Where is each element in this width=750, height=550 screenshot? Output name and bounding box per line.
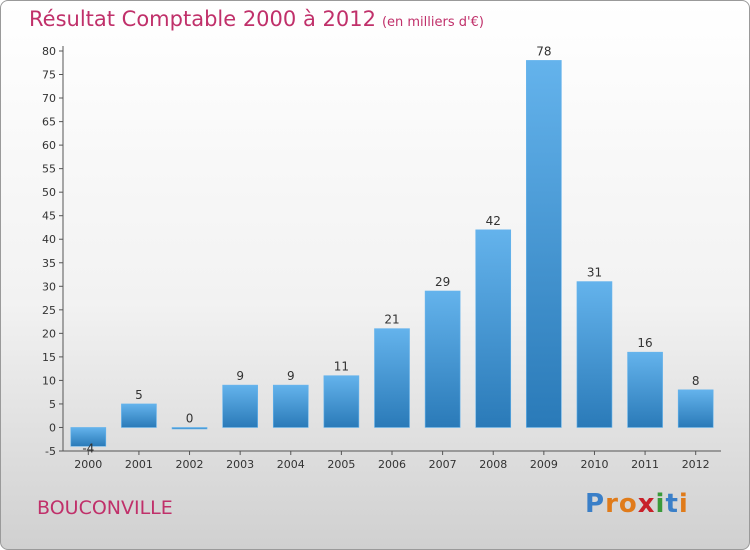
bar-2009 [526, 60, 562, 428]
value-label-2010: 31 [587, 266, 602, 280]
bars: -4 5 0 9 9 11 21 29 42 78 31 16 8 [70, 44, 714, 455]
y-tick-label: 50 [42, 186, 56, 199]
axes [59, 46, 721, 455]
bar-2003 [222, 384, 258, 428]
value-label-2008: 42 [486, 214, 501, 228]
x-tick-label-2009: 2009 [530, 458, 558, 471]
bar-2007 [424, 290, 461, 428]
x-tick-label-2012: 2012 [682, 458, 710, 471]
logo-letter: i [655, 489, 666, 519]
y-tick-label: 20 [42, 327, 56, 340]
y-tick-label: 75 [42, 69, 56, 82]
y-tick-label: 80 [42, 45, 56, 58]
value-label-2011: 16 [637, 336, 652, 350]
y-tick-label: -5 [45, 445, 56, 458]
x-tick-label-2001: 2001 [125, 458, 153, 471]
bar-2008 [475, 229, 512, 428]
y-tick-label: 5 [49, 398, 56, 411]
bar-2000 [70, 427, 107, 447]
logo-letter: o [618, 489, 638, 519]
value-label-2005: 11 [334, 360, 349, 374]
x-tick-label-2007: 2007 [429, 458, 457, 471]
value-label-2004: 9 [287, 369, 295, 383]
chart-title: Résultat Comptable 2000 à 2012 (en millie… [29, 7, 484, 31]
y-tick-label: 0 [49, 421, 56, 434]
bar-2001 [121, 403, 157, 428]
x-tick-label-2008: 2008 [479, 458, 507, 471]
value-label-2003: 9 [236, 369, 244, 383]
y-tick-label: 40 [42, 233, 56, 246]
bar-2002 [171, 427, 208, 430]
value-label-2006: 21 [384, 313, 399, 327]
y-tick-label: 55 [42, 163, 56, 176]
value-label-2002: 0 [186, 411, 194, 425]
bar-2011 [627, 351, 663, 428]
x-tick-label-2010: 2010 [580, 458, 608, 471]
bar-2005 [323, 375, 360, 428]
chart-title-unit: (en milliers d'€) [381, 15, 484, 30]
x-tick-label-2005: 2005 [327, 458, 355, 471]
y-tick-label: 45 [42, 210, 56, 223]
y-tick-label: 30 [42, 280, 56, 293]
logo-letter: r [605, 489, 619, 519]
chart-title-main: Résultat Comptable 2000 à 2012 [29, 7, 376, 31]
bar-2004 [272, 384, 309, 428]
x-tick-label-2011: 2011 [631, 458, 659, 471]
value-label-2001: 5 [135, 388, 143, 402]
x-tick-label-2006: 2006 [378, 458, 406, 471]
bar-2010 [576, 281, 613, 428]
value-label-2007: 29 [435, 275, 450, 289]
commune-name: BOUCONVILLE [37, 497, 173, 519]
proxiti-logo: Proxiti [585, 489, 689, 519]
bar-2012 [677, 389, 714, 428]
y-tick-label: 15 [42, 351, 56, 364]
x-tick-label-2004: 2004 [277, 458, 305, 471]
bar-2006 [374, 328, 410, 428]
logo-letter: i [678, 489, 689, 519]
y-tick-label: 10 [42, 374, 56, 387]
y-tick-label: 70 [42, 92, 56, 105]
y-tick-label: 35 [42, 257, 56, 270]
y-tick-label: 65 [42, 116, 56, 129]
x-tick-label-2003: 2003 [226, 458, 254, 471]
logo-letter: P [585, 489, 606, 519]
y-tick-label: 60 [42, 139, 56, 152]
value-label-2012: 8 [692, 374, 700, 388]
x-tick-label-2000: 2000 [74, 458, 102, 471]
value-label-2000: -4 [82, 441, 94, 455]
logo-letter: t [665, 489, 679, 519]
x-tick-label-2002: 2002 [176, 458, 204, 471]
logo-letter: x [637, 489, 656, 519]
value-label-2009: 78 [536, 44, 551, 58]
y-tick-label: 25 [42, 304, 56, 317]
